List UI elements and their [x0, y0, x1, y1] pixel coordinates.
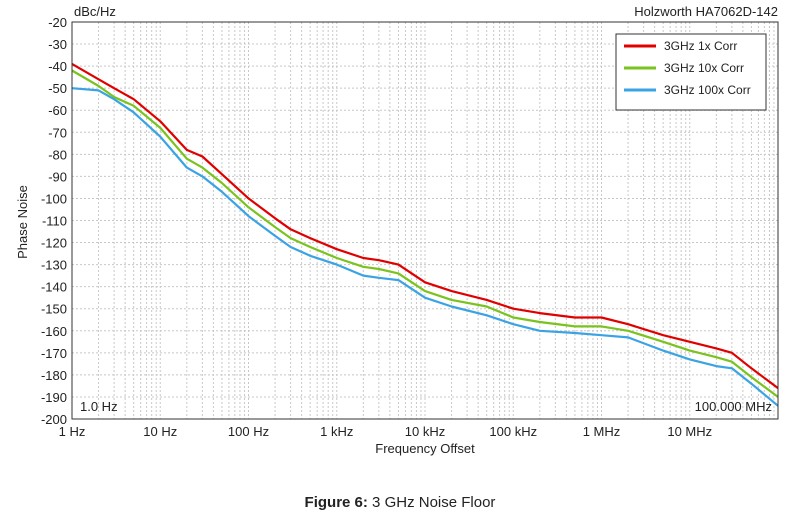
y-tick-label: -60 — [48, 103, 67, 118]
x-tick-label: 1 kHz — [320, 424, 353, 439]
x-tick-label: 1 Hz — [59, 424, 86, 439]
y-tick-label: -190 — [41, 390, 67, 405]
y-tick-label: -30 — [48, 37, 67, 52]
y-tick-label: -140 — [41, 280, 67, 295]
series-line-3 — [71, 87, 779, 407]
caption-prefix: Figure 6: — [304, 494, 368, 511]
start-frequency-label: 1.0 Hz — [80, 399, 118, 414]
x-axis-title: Frequency Offset — [375, 441, 475, 456]
stop-frequency-label: 100.000 MHz — [695, 399, 772, 414]
y-tick-label: -110 — [42, 214, 67, 229]
tick-labels: -20 -30 -40 -50 -60 -70 -80 -90 -100 -110 -120 -130… — [41, 15, 712, 439]
x-tick-label: 100 Hz — [228, 424, 269, 439]
y-tick-label: -200 — [41, 412, 67, 427]
legend-label: 3GHz 10x Corr — [664, 61, 744, 75]
x-tick-label: 10 MHz — [667, 424, 712, 439]
y-axis-title: Phase Noise — [15, 185, 30, 259]
y-tick-label: -90 — [48, 169, 67, 184]
caption-text: 3 GHz Noise Floor — [367, 494, 496, 511]
y-tick-label: -70 — [48, 125, 67, 140]
legend-label: 3GHz 100x Corr — [664, 83, 751, 97]
x-tick-label: 10 kHz — [405, 424, 445, 439]
x-tick-label: 1 MHz — [583, 424, 621, 439]
chart-title: Holzworth HA7062D-142 — [634, 4, 778, 19]
legend: 3GHz 1x Corr 3GHz 10x Corr 3GHz 100x Corr — [615, 33, 767, 111]
x-tick-label: 100 kHz — [489, 424, 537, 439]
y-tick-label: -100 — [41, 191, 67, 206]
series-line-2 — [71, 69, 779, 398]
phase-noise-chart: -20 -30 -40 -50 -60 -70 -80 -90 -100 -110 -120 -130… — [15, 4, 779, 456]
y-tick-label: -160 — [41, 324, 67, 339]
y-tick-label: -40 — [48, 59, 67, 74]
series-line-1 — [71, 62, 779, 389]
series-lines — [71, 62, 779, 407]
y-tick-label: -80 — [48, 147, 67, 162]
y-tick-label: -20 — [48, 15, 67, 30]
y-unit-label: dBc/Hz — [74, 4, 116, 19]
y-tick-label: -130 — [41, 258, 67, 273]
x-tick-label: 10 Hz — [143, 424, 177, 439]
plot-frame — [71, 21, 779, 420]
legend-label: 3GHz 1x Corr — [664, 39, 737, 53]
figure-caption: Figure 6: 3 GHz Noise Floor — [0, 494, 800, 511]
y-tick-label: -170 — [41, 346, 67, 361]
grid — [71, 21, 778, 420]
y-tick-label: -150 — [41, 302, 67, 317]
y-tick-label: -120 — [41, 236, 67, 251]
y-tick-label: -50 — [48, 81, 67, 96]
y-tick-label: -180 — [41, 368, 67, 383]
